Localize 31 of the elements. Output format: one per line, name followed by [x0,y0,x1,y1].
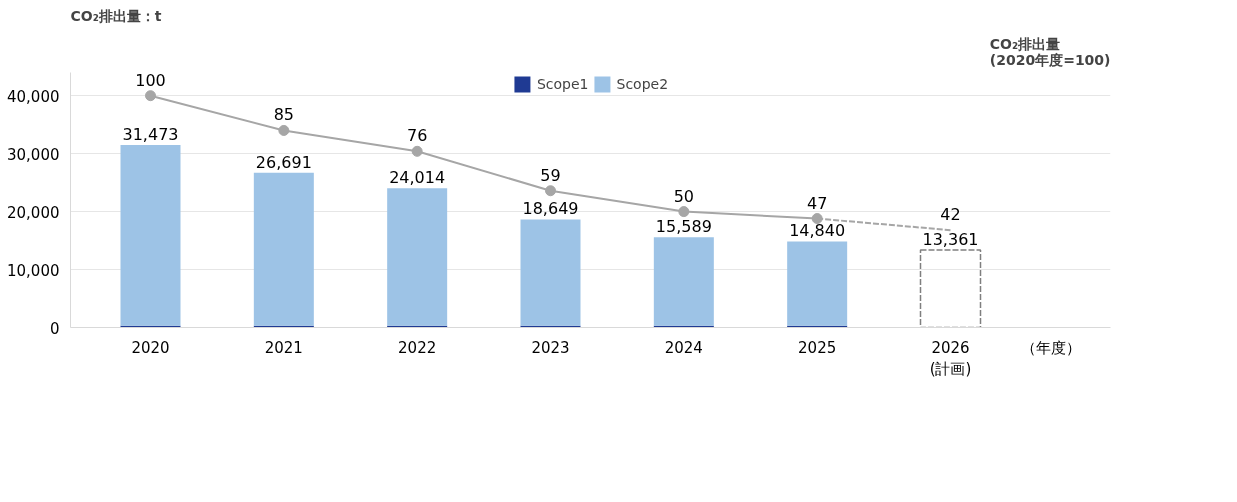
total-label: 13,361 [922,230,979,250]
x-tick-label: 2021 [264,338,303,357]
total-label: 24,014 [389,168,446,188]
data-label: 59 [540,165,561,185]
data-label: 85 [273,105,295,125]
total-label: 14,840 [789,221,846,241]
x-tick-label: 2023 [531,338,570,357]
data-label: 42 [940,205,961,225]
x-tick-label: 2025 [798,338,837,357]
x-axis-title: （年度） [1020,338,1081,357]
y-tick-label: 30,000 [7,145,60,164]
data-label: 76 [406,126,428,146]
x-tick-label: 2026 (計画) [929,338,972,379]
total-label: 26,691 [255,152,312,172]
x-tick-label: 2020 [131,338,170,357]
y-axis-title: CO₂排出量：t [70,7,162,24]
y2-axis-title: CO₂排出量 (2020年度=100) [989,35,1111,68]
y-tick-label: 20,000 [7,203,60,222]
data-label: 100 [135,70,166,90]
legend-label: Scope1 [536,76,589,92]
total-label: 31,473 [122,125,179,145]
x-tick-label: 2022 [398,338,437,357]
y-tick-label: 0 [49,319,60,338]
y-tick-label: 40,000 [7,87,60,106]
data-label: 50 [673,186,695,206]
x-tick-label: 2024 [664,338,703,357]
total-label: 18,649 [522,199,579,219]
legend-label: Scope2 [616,76,669,92]
data-label: 47 [806,193,828,213]
y-tick-label: 10,000 [7,261,60,280]
total-label: 15,589 [655,217,712,237]
